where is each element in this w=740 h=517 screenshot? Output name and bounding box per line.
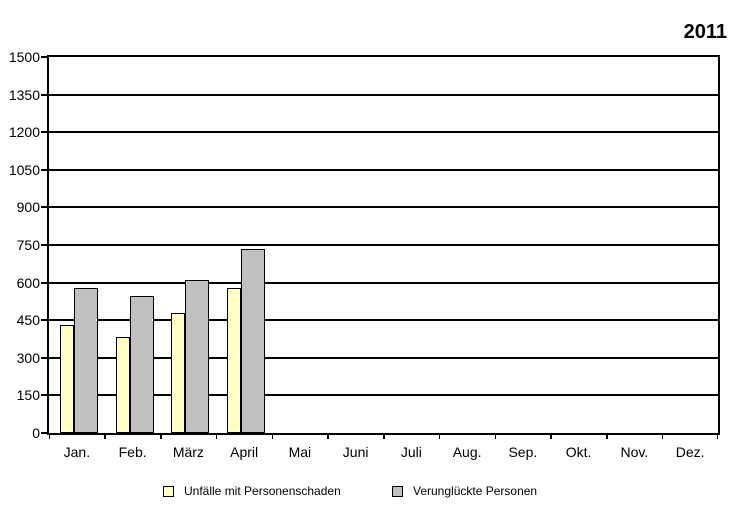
- plot-area: [47, 55, 720, 435]
- y-axis-label-1050: 1050: [8, 161, 40, 178]
- x-axis-label-m-rz: März: [172, 444, 204, 460]
- y-axis-label-150: 150: [16, 387, 40, 404]
- bar-verungl-ckte-april: [241, 248, 266, 433]
- y-axis-label-900: 900: [16, 199, 40, 216]
- y-axis-tick-600: [41, 281, 47, 284]
- legend: Unfälle mit Personenschaden Verunglückte…: [0, 481, 740, 501]
- x-axis-tick-4: [271, 435, 273, 439]
- gridline-1350: [49, 93, 718, 96]
- x-axis-tick-1: [104, 435, 106, 439]
- y-axis-tick-450: [41, 319, 47, 322]
- gridline-1200: [49, 131, 718, 134]
- x-axis-tick-10: [606, 435, 608, 439]
- bar-verungl-ckte-feb: [129, 296, 154, 433]
- y-axis-tick-900: [41, 206, 47, 209]
- y-axis-label-600: 600: [16, 274, 40, 291]
- y-axis-label-1200: 1200: [8, 124, 40, 141]
- legend-item-verunglueckte: Verunglückte Personen: [392, 481, 537, 501]
- bar-verungl-ckte-jan: [73, 287, 98, 433]
- y-axis-tick-1500: [41, 56, 47, 58]
- x-axis-tick-12: [716, 435, 718, 439]
- x-axis-label-okt: Okt.: [565, 444, 592, 460]
- y-axis-tick-300: [41, 356, 47, 359]
- y-axis-tick-750: [41, 244, 47, 246]
- x-axis-label-juli: Juli: [400, 444, 422, 460]
- x-axis-label-sep: Sep.: [508, 444, 538, 460]
- bar-verungl-ckte-m-rz: [185, 280, 210, 433]
- bar-unf-lle-feb: [115, 336, 130, 433]
- gridline-450: [49, 319, 718, 322]
- y-axis-label-750: 750: [16, 237, 40, 253]
- gridline-1050: [49, 168, 718, 171]
- legend-label-verunglueckte: Verunglückte Personen: [413, 484, 538, 498]
- x-axis-label-jan: Jan.: [63, 444, 91, 460]
- legend-swatch-verunglueckte: [392, 485, 403, 497]
- x-axis-tick-8: [494, 435, 496, 439]
- gridline-750: [49, 244, 718, 246]
- x-axis-tick-7: [438, 435, 441, 439]
- y-axis-tick-0: [41, 432, 47, 434]
- x-axis-tick-0: [48, 435, 50, 439]
- y-axis-tick-1350: [41, 93, 47, 96]
- x-axis-label-mai: Mai: [288, 444, 312, 460]
- gridline-300: [49, 356, 718, 359]
- x-axis-tick-9: [550, 435, 552, 439]
- y-axis-label-450: 450: [16, 312, 40, 329]
- x-axis-label-nov: Nov.: [620, 444, 649, 460]
- y-axis-tick-1050: [41, 168, 47, 171]
- bar-unf-lle-m-rz: [171, 312, 186, 433]
- chart-title-year: 2011: [683, 21, 727, 43]
- y-axis-label-0: 0: [32, 425, 40, 441]
- gridline-900: [49, 206, 718, 209]
- x-axis-tick-2: [160, 435, 162, 439]
- x-axis-tick-3: [215, 435, 218, 439]
- bar-unf-lle-jan: [59, 325, 74, 433]
- x-axis-label-aug: Aug.: [452, 444, 482, 460]
- x-axis-label-feb: Feb.: [118, 444, 147, 460]
- x-axis-label-dez: Dez.: [675, 444, 705, 460]
- x-axis-label-april: April: [230, 444, 259, 460]
- y-axis-tick-150: [41, 394, 47, 397]
- x-axis-tick-11: [661, 435, 664, 439]
- y-axis-label-1500: 1500: [8, 49, 40, 65]
- x-axis-label-juni: Juni: [342, 444, 369, 460]
- legend-label-unfaelle: Unfälle mit Personenschaden: [184, 484, 341, 498]
- legend-swatch-unfaelle: [163, 485, 174, 497]
- legend-item-unfaelle: Unfälle mit Personenschaden: [163, 481, 341, 501]
- x-axis-tick-6: [383, 435, 385, 439]
- y-axis-tick-1200: [41, 131, 47, 134]
- gridline-150: [49, 394, 718, 397]
- y-axis-label-300: 300: [16, 349, 40, 366]
- y-axis-label-1350: 1350: [8, 86, 40, 103]
- bar-unf-lle-april: [227, 287, 242, 433]
- gridline-600: [49, 281, 718, 284]
- x-axis-tick-5: [327, 435, 329, 439]
